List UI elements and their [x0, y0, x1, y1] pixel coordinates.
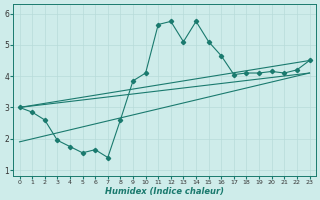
- X-axis label: Humidex (Indice chaleur): Humidex (Indice chaleur): [105, 187, 224, 196]
